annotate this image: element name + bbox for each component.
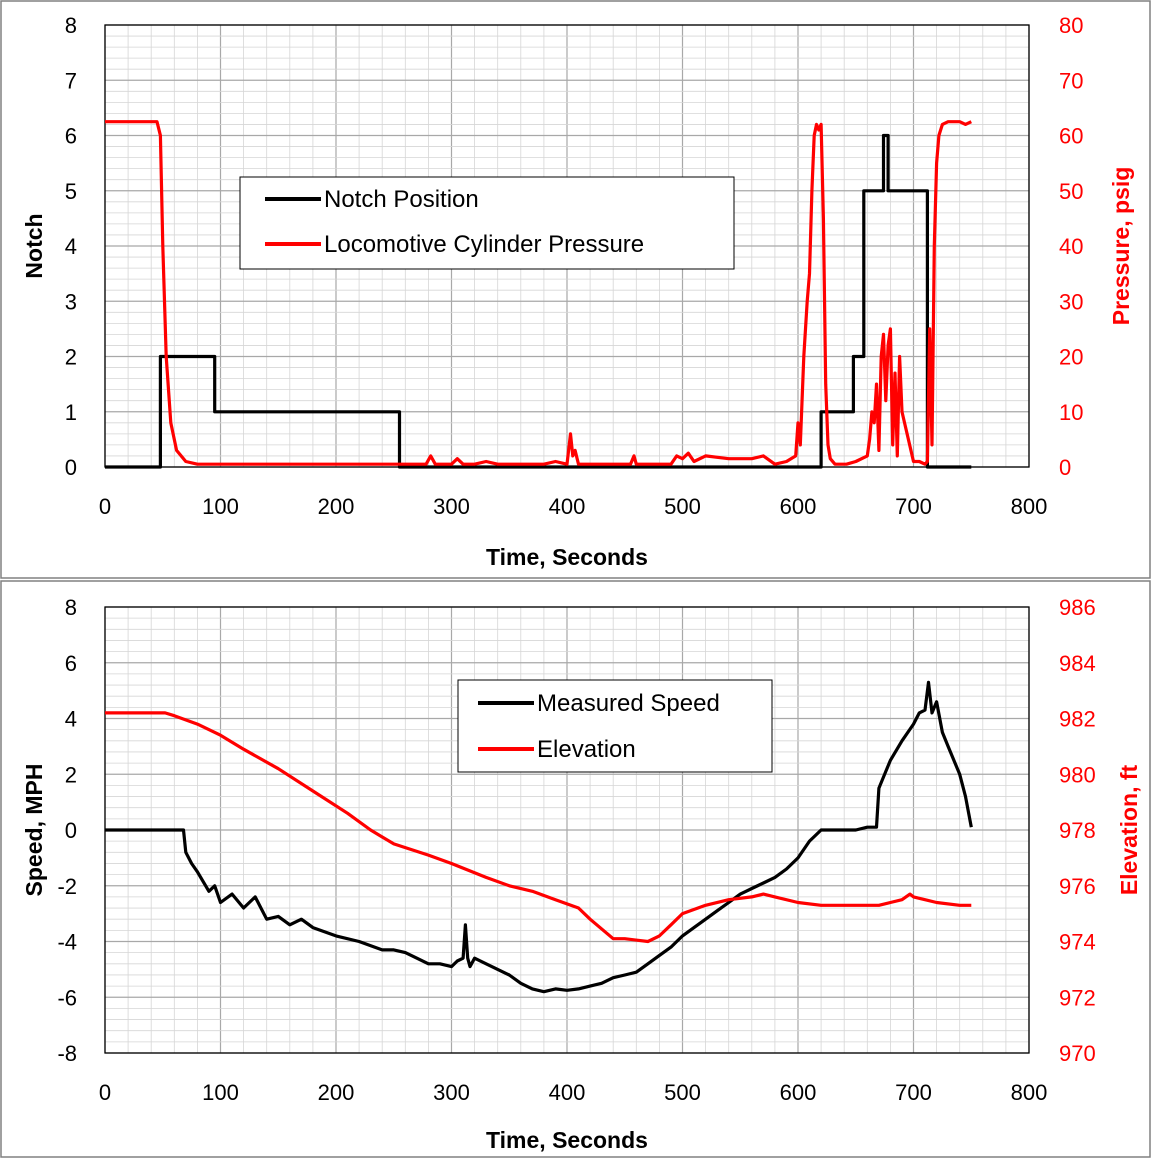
y2-tick-label: 0: [1059, 455, 1071, 480]
y-tick-label: 6: [65, 124, 77, 149]
legend-box: [239, 176, 735, 270]
x-tick-label: 400: [549, 1080, 586, 1105]
x-tick-label: 600: [780, 1080, 817, 1105]
x-tick-label: 600: [780, 494, 817, 519]
x-tick-label: 300: [433, 1080, 470, 1105]
y-tick-label: 1: [65, 400, 77, 425]
x-tick-label: 700: [895, 494, 932, 519]
y-tick-label: 0: [65, 818, 77, 843]
legend: Measured Speed Elevation: [457, 679, 773, 773]
y2-tick-label: 50: [1059, 179, 1083, 204]
y-tick-label: 2: [65, 345, 77, 370]
legend-label-cylinder-pressure: Locomotive Cylinder Pressure: [324, 231, 644, 258]
x-tick-label: 0: [99, 1080, 111, 1105]
x-tick-label: 200: [318, 494, 355, 519]
series-line-elevation: [105, 711, 972, 944]
speed-elevation-chart: 0 100 200 300 400 500 600 700 800 -8 -6 -4 -2 0 2 4 6 8 97…: [0, 580, 1151, 1158]
y2-tick-label: 10: [1059, 400, 1083, 425]
y2-tick-label: 982: [1059, 707, 1096, 732]
y-tick-label: 4: [65, 234, 77, 259]
y2-tick-label: 978: [1059, 818, 1096, 843]
x-tick-label: 100: [202, 1080, 239, 1105]
y-tick-label: -4: [57, 930, 77, 955]
y2-tick-label: 70: [1059, 68, 1083, 93]
x-tick-label: 300: [433, 494, 470, 519]
y2-tick-label: 986: [1059, 595, 1096, 620]
y-tick-label: 8: [65, 13, 77, 38]
legend-label-notch-position: Notch Position: [324, 186, 479, 213]
y2-tick-label: 974: [1059, 930, 1096, 955]
x-tick-label: 700: [895, 1080, 932, 1105]
x-axis-title: Time, Seconds: [486, 544, 648, 570]
y-tick-label: 2: [65, 762, 77, 787]
x-tick-label: 100: [202, 494, 239, 519]
y2-tick-label: 972: [1059, 985, 1096, 1010]
x-axis-title: Time, Seconds: [486, 1127, 648, 1153]
y2-tick-label: 970: [1059, 1041, 1096, 1066]
y2-tick-label: 984: [1059, 651, 1096, 676]
y-tick-label: 6: [65, 651, 77, 676]
y-tick-label: 7: [65, 68, 77, 93]
legend: Notch Position Locomotive Cylinder Press…: [239, 176, 735, 270]
legend-label-elevation: Elevation: [537, 736, 636, 763]
y2-tick-label: 30: [1059, 289, 1083, 314]
y-tick-label: 8: [65, 595, 77, 620]
legend-label-measured-speed: Measured Speed: [537, 690, 720, 717]
y-tick-label: -8: [57, 1041, 77, 1066]
x-tick-label: 400: [549, 494, 586, 519]
legend-box: [457, 679, 773, 773]
series-line-locomotive-cylinder-pressure: [105, 120, 972, 466]
y2-axis-title: Pressure, psig: [1108, 167, 1134, 326]
y-axis-title: Speed, MPH: [21, 764, 47, 897]
x-tick-label: 500: [664, 1080, 701, 1105]
y2-tick-label: 20: [1059, 345, 1083, 370]
chart-frame: [0, 580, 1151, 1158]
y2-tick-label: 60: [1059, 124, 1083, 149]
y-tick-label: -6: [57, 985, 77, 1010]
y2-tick-label: 40: [1059, 234, 1083, 259]
y2-axis-title: Elevation, ft: [1116, 764, 1142, 895]
x-tick-label: 800: [1011, 1080, 1048, 1105]
y-tick-label: 3: [65, 289, 77, 314]
y-tick-label: -2: [57, 874, 77, 899]
y-tick-label: 4: [65, 707, 77, 732]
y-axis-title: Notch: [21, 213, 47, 278]
notch-pressure-chart: 0 100 200 300 400 500 600 700 800012345678010203…: [0, 0, 1151, 579]
y-tick-label: 5: [65, 179, 77, 204]
x-tick-label: 800: [1011, 494, 1048, 519]
y-tick-label: 0: [65, 455, 77, 480]
chart-frame: [0, 0, 1151, 579]
y2-tick-label: 980: [1059, 762, 1096, 787]
y2-tick-label: 80: [1059, 13, 1083, 38]
series-line-measured-speed: [105, 680, 973, 994]
x-tick-label: 0: [99, 494, 111, 519]
x-tick-label: 200: [318, 1080, 355, 1105]
series-line-notch-position: [105, 133, 972, 469]
x-tick-label: 500: [664, 494, 701, 519]
y2-tick-label: 976: [1059, 874, 1096, 899]
